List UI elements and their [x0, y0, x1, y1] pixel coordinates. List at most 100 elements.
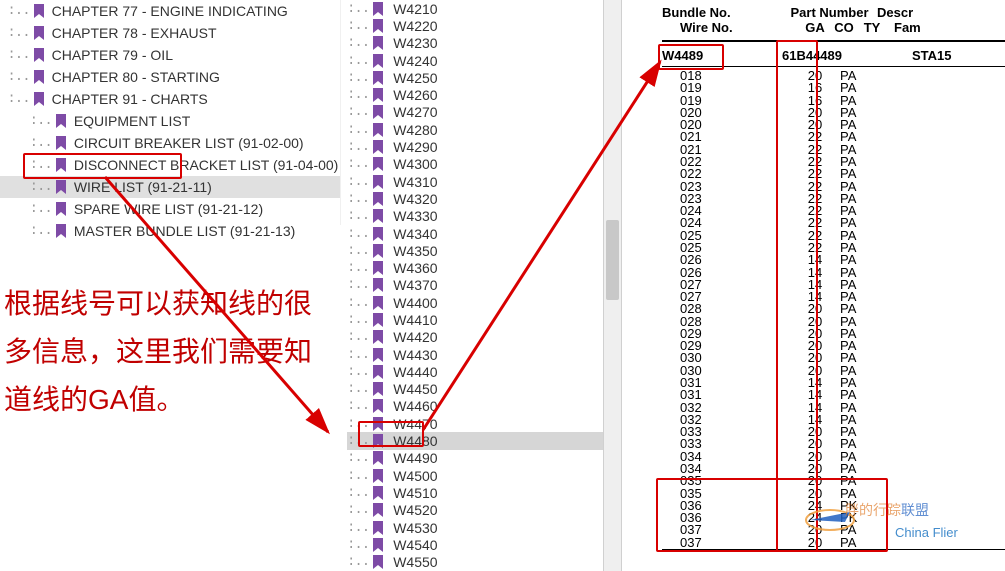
list-item[interactable]: :..W4550 — [347, 554, 603, 571]
bookmark-icon — [32, 47, 46, 63]
bookmark-icon — [54, 157, 68, 173]
list-item[interactable]: :..W4400 — [347, 294, 603, 311]
list-item[interactable]: :..W4520 — [347, 502, 603, 519]
list-item-label: W4460 — [385, 398, 437, 414]
bookmark-icon — [54, 113, 68, 129]
list-item[interactable]: :..W4460 — [347, 398, 603, 415]
bookmark-icon — [32, 3, 46, 19]
list-item[interactable]: :..W4490 — [347, 450, 603, 467]
list-item[interactable]: :..W4440 — [347, 363, 603, 380]
bookmark-icon — [54, 201, 68, 217]
list-item[interactable]: :..W4470 — [347, 415, 603, 432]
list-item-label: W4350 — [385, 243, 437, 259]
list-item[interactable]: :..W4410 — [347, 311, 603, 328]
list-item[interactable]: :..W4250 — [347, 69, 603, 86]
table-row: 02614PA — [662, 254, 1005, 266]
header-ty: TY — [858, 20, 886, 35]
tree-item[interactable]: :..SPARE WIRE LIST (91-21-12) — [0, 198, 340, 220]
table-row: 02122PA — [662, 131, 1005, 143]
list-item-label: W4360 — [385, 260, 437, 276]
tree-item[interactable]: :..CHAPTER 77 - ENGINE INDICATING — [0, 0, 340, 22]
tree-item[interactable]: :..WIRE LIST (91-21-11) — [0, 176, 340, 198]
list-item[interactable]: :..W4430 — [347, 346, 603, 363]
list-item[interactable]: :..W4540 — [347, 536, 603, 553]
table-row: 02322PA — [662, 193, 1005, 205]
tree-item[interactable]: :..CHAPTER 80 - STARTING — [0, 66, 340, 88]
table-row: 02522PA — [662, 242, 1005, 254]
list-item[interactable]: :..W4220 — [347, 17, 603, 34]
cell-co: PA — [830, 537, 898, 549]
bookmark-icon — [371, 70, 385, 86]
list-item[interactable]: :..W4420 — [347, 329, 603, 346]
header-ga: GA — [800, 20, 830, 35]
tree-item[interactable]: :..CIRCUIT BREAKER LIST (91-02-00) — [0, 132, 340, 154]
list-item[interactable]: :..W4370 — [347, 277, 603, 294]
bookmark-icon — [371, 191, 385, 207]
tree-item-label: CHAPTER 78 - EXHAUST — [46, 25, 217, 41]
header-wire-no: Wire No. — [662, 20, 800, 35]
list-item[interactable]: :..W4340 — [347, 225, 603, 242]
bundle-part-value: 61B44489 — [782, 48, 912, 63]
list-item[interactable]: :..W4310 — [347, 173, 603, 190]
cell-wire: 037 — [662, 537, 800, 549]
table-row: 03114PA — [662, 389, 1005, 401]
bookmark-icon — [371, 416, 385, 432]
bookmark-icon — [371, 226, 385, 242]
tree-item-label: SPARE WIRE LIST (91-21-12) — [68, 201, 263, 217]
tree-item[interactable]: :..DISCONNECT BRACKET LIST (91-04-00) — [0, 154, 340, 176]
list-item-label: W4550 — [385, 554, 437, 570]
list-item-label: W4540 — [385, 537, 437, 553]
table-row: 03420PA — [662, 463, 1005, 475]
list-item[interactable]: :..W4260 — [347, 86, 603, 103]
table-row: 01916PA — [662, 82, 1005, 94]
list-item[interactable]: :..W4210 — [347, 0, 603, 17]
list-item[interactable]: :..W4450 — [347, 381, 603, 398]
footer-rule — [662, 549, 1005, 550]
list-item-label: W4370 — [385, 277, 437, 293]
bookmark-icon — [54, 179, 68, 195]
tree-item[interactable]: :..MASTER BUNDLE LIST (91-21-13) — [0, 220, 340, 242]
list-item-label: W4260 — [385, 87, 437, 103]
list-item-label: W4270 — [385, 104, 437, 120]
table-row: 02422PA — [662, 217, 1005, 229]
tree-item-label: CHAPTER 79 - OIL — [46, 47, 173, 63]
tree-item-label: WIRE LIST (91-21-11) — [68, 179, 212, 195]
list-item-label: W4310 — [385, 174, 437, 190]
list-item[interactable]: :..W4510 — [347, 484, 603, 501]
bookmark-icon — [371, 35, 385, 51]
bookmark-icon — [371, 433, 385, 449]
list-item[interactable]: :..W4330 — [347, 208, 603, 225]
list-item[interactable]: :..W4360 — [347, 259, 603, 276]
tree-item[interactable]: :..EQUIPMENT LIST — [0, 110, 340, 132]
list-item[interactable]: :..W4300 — [347, 156, 603, 173]
list-item[interactable]: :..W4270 — [347, 104, 603, 121]
table-row: 02820PA — [662, 316, 1005, 328]
bookmark-icon — [371, 347, 385, 363]
table-row: 03624PK — [662, 512, 1005, 524]
list-item[interactable]: :..W4290 — [347, 138, 603, 155]
scrollbar-thumb[interactable] — [606, 220, 619, 300]
bookmark-icon — [371, 243, 385, 259]
tree-item[interactable]: :..CHAPTER 91 - CHARTS — [0, 88, 340, 110]
tree-item[interactable]: :..CHAPTER 79 - OIL — [0, 44, 340, 66]
list-item[interactable]: :..W4480 — [347, 432, 603, 449]
list-item-label: W4280 — [385, 122, 437, 138]
list-item[interactable]: :..W4500 — [347, 467, 603, 484]
bookmark-icon — [371, 18, 385, 34]
list-item-label: W4210 — [385, 1, 437, 17]
bookmark-icon — [32, 69, 46, 85]
bookmark-icon — [371, 381, 385, 397]
list-item[interactable]: :..W4230 — [347, 35, 603, 52]
header-descr: Descr — [877, 5, 997, 20]
table-row: 02422PA — [662, 205, 1005, 217]
list-item-label: W4440 — [385, 364, 437, 380]
table-row: 03520PA — [662, 475, 1005, 487]
list-item[interactable]: :..W4320 — [347, 190, 603, 207]
tree-item[interactable]: :..CHAPTER 78 - EXHAUST — [0, 22, 340, 44]
list-item[interactable]: :..W4350 — [347, 242, 603, 259]
list-item[interactable]: :..W4530 — [347, 519, 603, 536]
bundle-no-value: W4489 — [662, 48, 782, 63]
list-item[interactable]: :..W4280 — [347, 121, 603, 138]
list-item[interactable]: :..W4240 — [347, 52, 603, 69]
list-scrollbar[interactable] — [603, 0, 622, 571]
